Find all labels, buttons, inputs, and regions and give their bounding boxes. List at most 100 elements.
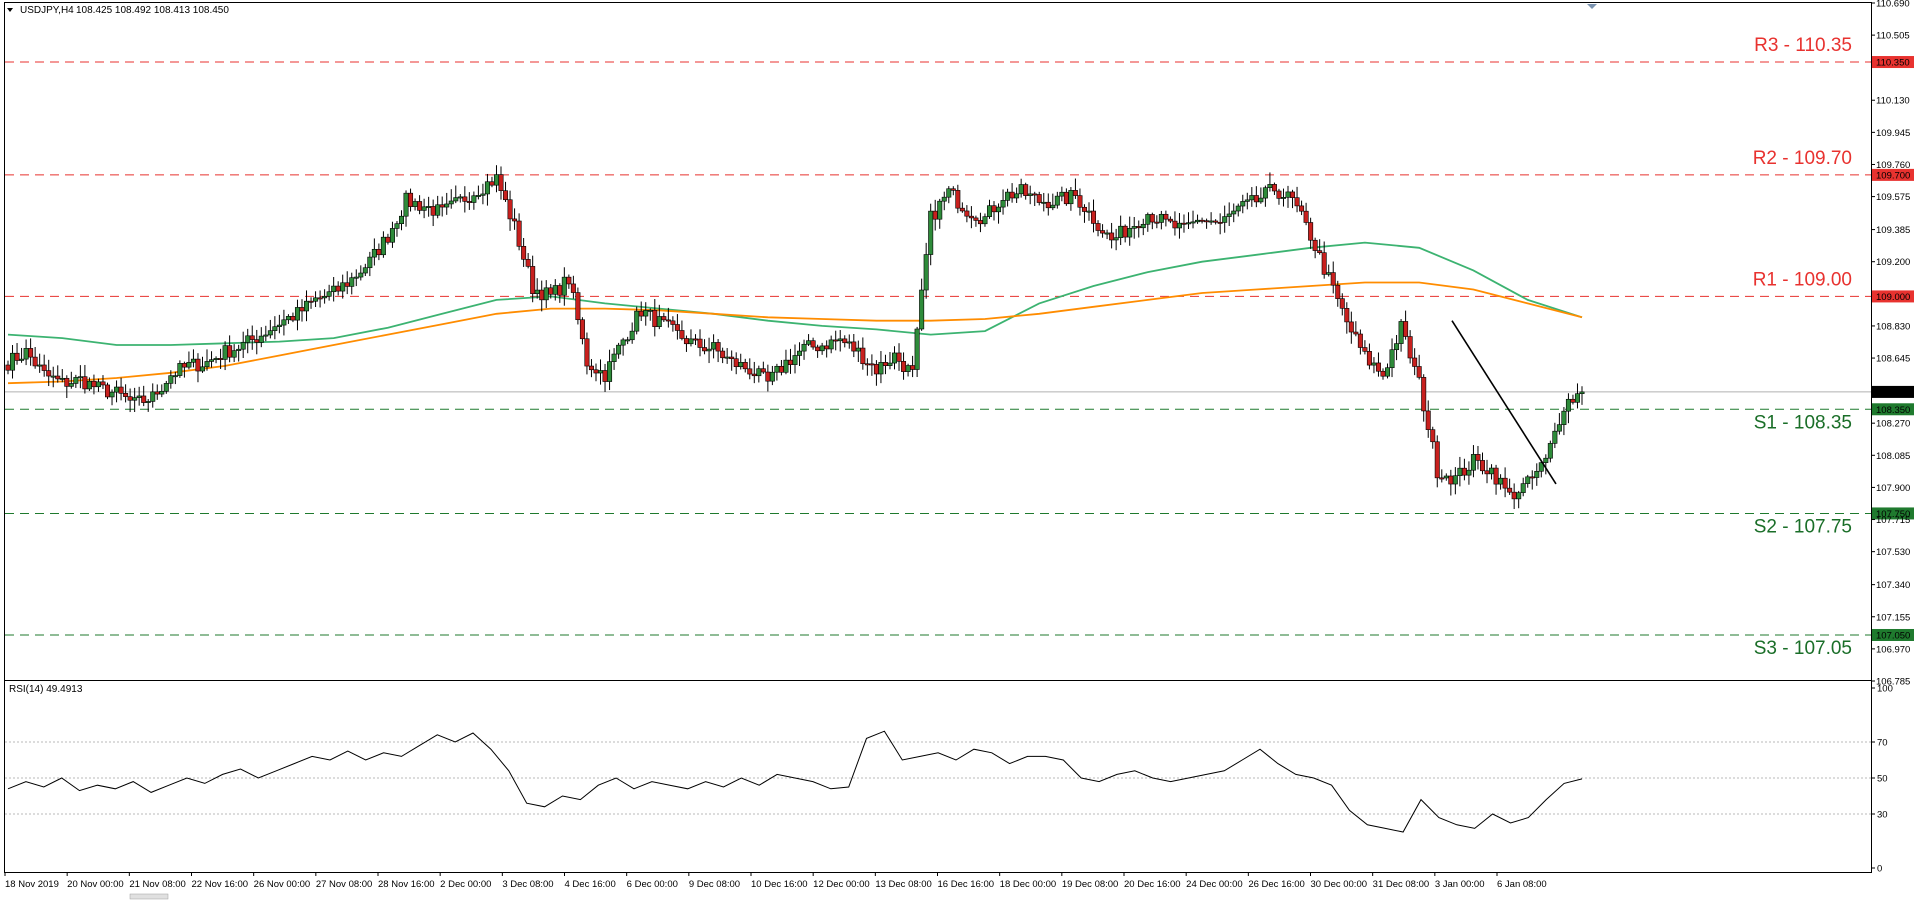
candle-body xyxy=(1466,469,1472,476)
candle-body xyxy=(1054,195,1060,206)
candle-body xyxy=(991,205,997,213)
candle-body xyxy=(955,190,961,209)
candle-body xyxy=(765,371,771,382)
candle-body xyxy=(1280,197,1286,199)
candle-body xyxy=(1312,239,1318,251)
time-tick-label: 20 Nov 00:00 xyxy=(67,879,124,890)
candle-body xyxy=(1000,200,1006,208)
candle-body xyxy=(236,348,242,351)
candle-body xyxy=(973,217,979,221)
price-tick-label: 110.350 xyxy=(1876,58,1910,69)
candle-body xyxy=(1249,195,1255,201)
candle-body xyxy=(638,310,644,317)
candle-body xyxy=(932,210,938,220)
time-tick-label: 26 Dec 16:00 xyxy=(1248,879,1305,890)
candle-body xyxy=(729,356,735,360)
candle-body xyxy=(371,248,377,258)
candle-body xyxy=(426,206,432,208)
candle-body xyxy=(1339,298,1345,309)
time-axis-scrollbar[interactable] xyxy=(129,893,169,900)
candle-body xyxy=(1231,210,1237,215)
candle-body xyxy=(1163,213,1169,220)
candle-body xyxy=(977,220,983,225)
candle-body xyxy=(335,285,341,292)
candle-body xyxy=(584,338,590,367)
candle-body xyxy=(607,361,613,382)
candle-body xyxy=(1217,221,1223,224)
candle-body xyxy=(1167,218,1173,222)
candle-body xyxy=(1258,197,1264,203)
candle-body xyxy=(634,310,640,332)
time-tick-label: 2 Dec 00:00 xyxy=(440,879,491,890)
candle-body xyxy=(828,339,834,350)
candle-body xyxy=(1574,393,1580,403)
price-tick-label: 107.715 xyxy=(1876,515,1910,526)
chart-menu-triangle-icon[interactable] xyxy=(7,8,13,12)
candle-body xyxy=(815,346,821,352)
candle-body xyxy=(1050,204,1056,209)
candle-body xyxy=(1113,237,1119,241)
candle-body xyxy=(720,350,726,359)
candle-body xyxy=(136,395,142,398)
level-label-r3: R3 - 110.35 xyxy=(1754,35,1852,56)
candle-body xyxy=(1375,362,1381,372)
price-tick-label: 107.155 xyxy=(1876,612,1910,623)
candle-body xyxy=(1063,191,1069,205)
candle-body xyxy=(819,345,825,352)
time-tick-label: 22 Nov 16:00 xyxy=(192,879,249,890)
rsi-layer: 100 70 50 30 0 xyxy=(5,684,1893,875)
scroll-marker-icon[interactable] xyxy=(1587,4,1597,9)
price-tick-label: 108.450 xyxy=(1876,387,1910,398)
candle-body xyxy=(204,361,210,368)
candle-body xyxy=(670,320,676,325)
candle-body xyxy=(1154,221,1160,224)
candle-body xyxy=(163,383,169,392)
candle-body xyxy=(837,338,843,342)
candle-body xyxy=(521,246,527,260)
candle-body xyxy=(398,215,404,225)
main-chart-frame xyxy=(4,2,1872,682)
candle-body xyxy=(1511,491,1517,500)
candle-body xyxy=(1403,321,1409,337)
candle-body xyxy=(566,276,572,285)
candle-body xyxy=(1394,343,1400,351)
candle-body xyxy=(797,350,803,356)
candle-body xyxy=(539,289,545,301)
candle-body xyxy=(1434,441,1440,479)
candle-body xyxy=(145,401,151,403)
candle-body xyxy=(1208,220,1214,223)
candle-body xyxy=(878,362,884,375)
candle-body xyxy=(534,289,540,295)
candle-body xyxy=(313,297,319,302)
candle-body xyxy=(127,396,133,401)
candle-body xyxy=(625,339,631,342)
candle-body xyxy=(1140,223,1146,229)
candle-body xyxy=(218,358,224,360)
candle-body xyxy=(1271,184,1277,192)
candle-body xyxy=(733,358,739,368)
candle-body xyxy=(928,210,934,255)
rsi-panel-frame xyxy=(4,680,1872,873)
candle-body xyxy=(1452,475,1458,485)
candle-body xyxy=(1484,470,1490,475)
candle-body xyxy=(661,316,667,321)
candle-body xyxy=(1461,467,1467,476)
price-tick-label: 109.700 xyxy=(1876,170,1910,181)
candle-body xyxy=(118,386,124,394)
candle-body xyxy=(1018,184,1024,195)
candle-body xyxy=(222,345,228,360)
candle-body xyxy=(530,266,536,295)
candle-body xyxy=(95,381,101,388)
price-tick-label: 108.270 xyxy=(1876,419,1910,430)
price-tick-label: 110.690 xyxy=(1876,0,1910,10)
candle-body xyxy=(806,340,812,345)
candle-body xyxy=(1326,272,1332,275)
candle-body xyxy=(1525,476,1531,484)
candle-body xyxy=(598,370,604,374)
candle-body xyxy=(1385,367,1391,377)
candle-body xyxy=(1457,467,1463,477)
candle-body xyxy=(1543,457,1549,463)
candle-body xyxy=(46,370,52,377)
candle-body xyxy=(683,338,689,345)
